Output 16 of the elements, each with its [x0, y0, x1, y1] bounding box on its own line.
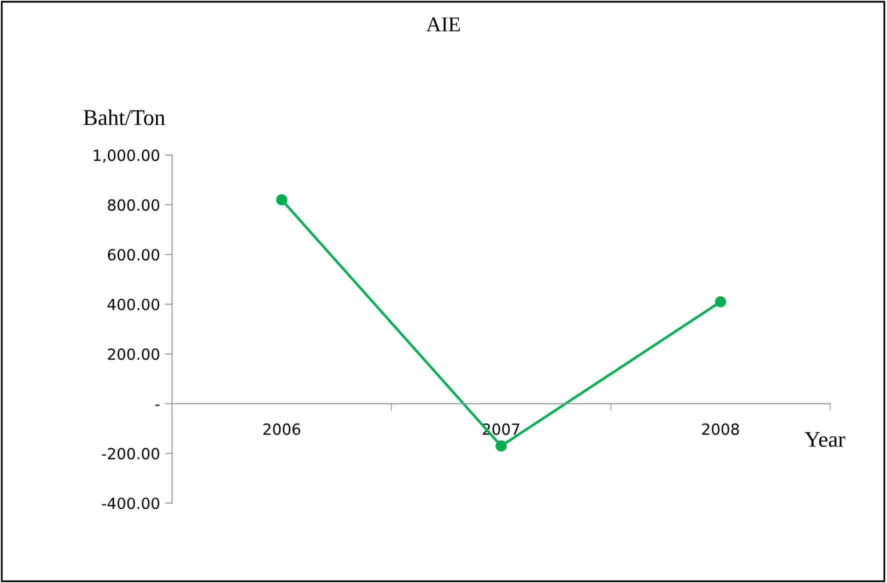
point — [276, 194, 288, 206]
y-tick-label: -200.00 — [102, 448, 160, 460]
point — [496, 440, 507, 452]
y-tick-label: 400.00 — [108, 298, 160, 310]
y-tick-label: 1,000.00 — [94, 150, 160, 163]
x-tick-label: 2006 — [263, 423, 300, 435]
x-axis-title: Year — [804, 432, 846, 447]
x-tick-label: 2008 — [702, 423, 739, 435]
y-tick-label: 600.00 — [108, 248, 160, 261]
point — [714, 296, 726, 308]
chart-title: AIE — [426, 17, 460, 32]
y-tick-label: 800.00 — [108, 199, 160, 211]
y-tick-label: 200.00 — [108, 348, 160, 360]
y-tick-label: - — [156, 404, 160, 406]
y-tick-label: -400.00 — [102, 498, 160, 510]
y-axis-title: Baht/Ton — [84, 109, 166, 126]
